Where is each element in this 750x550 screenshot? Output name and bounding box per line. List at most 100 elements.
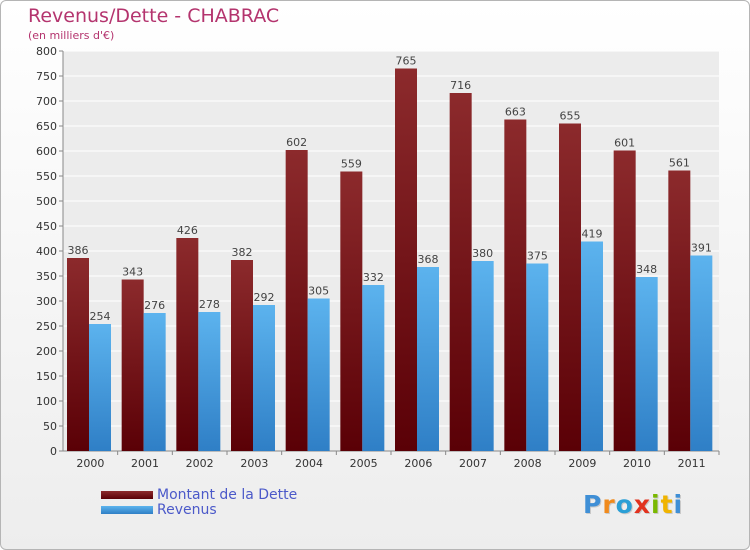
- y-tick-label-600: 600: [36, 145, 57, 158]
- bar-revenus-2005: [362, 285, 385, 451]
- data-label-revenus-2004: 305: [308, 285, 329, 298]
- logo-letter-6: i: [673, 490, 684, 519]
- bar-revenus-2011: [690, 255, 713, 451]
- y-tick-label-150: 150: [36, 370, 57, 383]
- bar-debt-2002: [176, 238, 199, 451]
- bar-revenus-2006: [417, 267, 439, 451]
- bar-revenus-2007: [471, 261, 494, 451]
- logo-letter-2: o: [615, 490, 634, 519]
- proxiti-logo: Proxiti: [583, 490, 683, 519]
- data-label-revenus-2009: 419: [582, 228, 603, 241]
- legend-label-revenus: Revenus: [157, 501, 217, 518]
- legend-item-debt: Montant de la Dette: [101, 487, 297, 502]
- data-label-revenus-2010: 348: [636, 263, 657, 276]
- bar-revenus-2003: [253, 305, 275, 451]
- bar-debt-2007: [449, 93, 472, 451]
- data-label-revenus-2006: 368: [418, 253, 439, 266]
- y-tick-label-700: 700: [36, 95, 57, 108]
- x-tick-label-2000: 2000: [76, 457, 104, 470]
- data-label-revenus-2005: 332: [363, 271, 384, 284]
- data-label-debt-2010: 601: [614, 137, 635, 150]
- data-label-revenus-2000: 254: [90, 310, 111, 323]
- data-label-debt-2005: 559: [341, 158, 362, 171]
- bar-debt-2011: [668, 170, 691, 451]
- y-tick-label-50: 50: [43, 420, 57, 433]
- data-label-debt-2006: 765: [396, 55, 417, 68]
- y-tick-label-450: 450: [36, 220, 57, 233]
- x-tick-label-2005: 2005: [350, 457, 378, 470]
- y-tick-label-800: 800: [36, 45, 57, 58]
- bar-debt-2009: [559, 123, 581, 451]
- y-tick-label-750: 750: [36, 70, 57, 83]
- bar-debt-2000: [67, 258, 89, 451]
- x-tick-label-2007: 2007: [459, 457, 487, 470]
- logo-letter-5: t: [660, 490, 674, 519]
- bar-revenus-2000: [89, 324, 111, 451]
- data-label-debt-2011: 561: [669, 157, 690, 170]
- bar-debt-2005: [340, 171, 363, 451]
- bar-revenus-2004: [307, 298, 330, 451]
- data-label-debt-2009: 655: [560, 110, 581, 123]
- data-label-revenus-2001: 276: [144, 299, 165, 312]
- bar-debt-2008: [504, 119, 527, 451]
- legend-swatch-revenus: [101, 505, 153, 514]
- y-tick-labels: 0 50 100 150 200 250 300 350 400 450 500 550 600 650 7…: [36, 45, 57, 458]
- data-labels: 386 254 343 276 426 278 382 292 602 305 559 332 765 3…: [68, 55, 712, 324]
- y-tick-label-300: 300: [36, 295, 57, 308]
- bar-revenus-2001: [143, 313, 166, 451]
- bar-debt-2003: [231, 260, 253, 451]
- x-tick-label-2010: 2010: [623, 457, 651, 470]
- x-tick-label-2009: 2009: [568, 457, 596, 470]
- data-label-debt-2003: 382: [232, 246, 253, 259]
- legend-item-revenus: Revenus: [101, 502, 297, 517]
- bars: [67, 68, 713, 451]
- x-tick-label-2004: 2004: [295, 457, 323, 470]
- logo-letter-4: i: [651, 490, 661, 519]
- logo-letter-1: r: [602, 490, 616, 519]
- x-tick-label-2006: 2006: [404, 457, 432, 470]
- y-tick-label-550: 550: [36, 170, 57, 183]
- logo-letter-0: P: [583, 490, 603, 519]
- data-label-revenus-2007: 380: [472, 247, 493, 260]
- y-tick-label-350: 350: [36, 270, 57, 283]
- bar-debt-2001: [121, 279, 144, 451]
- data-label-revenus-2002: 278: [199, 298, 220, 311]
- bar-debt-2010: [613, 150, 636, 451]
- data-label-revenus-2011: 391: [691, 242, 712, 255]
- chart-title: Revenus/Dette - CHABRAC: [28, 5, 280, 27]
- axes: [59, 50, 720, 455]
- y-tick-label-650: 650: [36, 120, 57, 133]
- data-label-revenus-2008: 375: [527, 250, 548, 263]
- data-label-debt-2002: 426: [177, 224, 198, 237]
- bar-revenus-2008: [526, 263, 549, 451]
- data-label-revenus-2003: 292: [254, 291, 275, 304]
- data-label-debt-2000: 386: [68, 244, 89, 257]
- y-tick-label-0: 0: [50, 445, 57, 458]
- bar-revenus-2010: [635, 277, 658, 451]
- bar-debt-2006: [395, 68, 417, 451]
- y-tick-label-500: 500: [36, 195, 57, 208]
- legend-swatch-debt: [101, 490, 153, 499]
- legend: Montant de la Dette Revenus: [101, 487, 297, 517]
- bar-revenus-2009: [581, 241, 603, 451]
- chart-subtitle: (en milliers d'€): [28, 29, 115, 42]
- data-label-debt-2004: 602: [286, 136, 307, 149]
- data-label-debt-2007: 716: [450, 79, 471, 92]
- y-tick-label-100: 100: [36, 395, 57, 408]
- data-label-debt-2001: 343: [122, 266, 143, 279]
- x-tick-label-2001: 2001: [131, 457, 159, 470]
- x-tick-label-2011: 2011: [678, 457, 706, 470]
- x-tick-label-2002: 2002: [186, 457, 214, 470]
- y-tick-label-400: 400: [36, 245, 57, 258]
- bar-revenus-2002: [198, 312, 221, 451]
- legend-label-debt: Montant de la Dette: [157, 486, 298, 503]
- x-tick-labels: 2000 2001 2002 2003 2004 2005 2006 2007 2008 2009…: [76, 457, 705, 470]
- gridlines: [63, 50, 719, 451]
- x-tick-label-2008: 2008: [514, 457, 542, 470]
- bar-debt-2004: [285, 150, 308, 451]
- data-label-debt-2008: 663: [505, 106, 526, 119]
- x-tick-label-2003: 2003: [240, 457, 268, 470]
- y-tick-label-250: 250: [36, 320, 57, 333]
